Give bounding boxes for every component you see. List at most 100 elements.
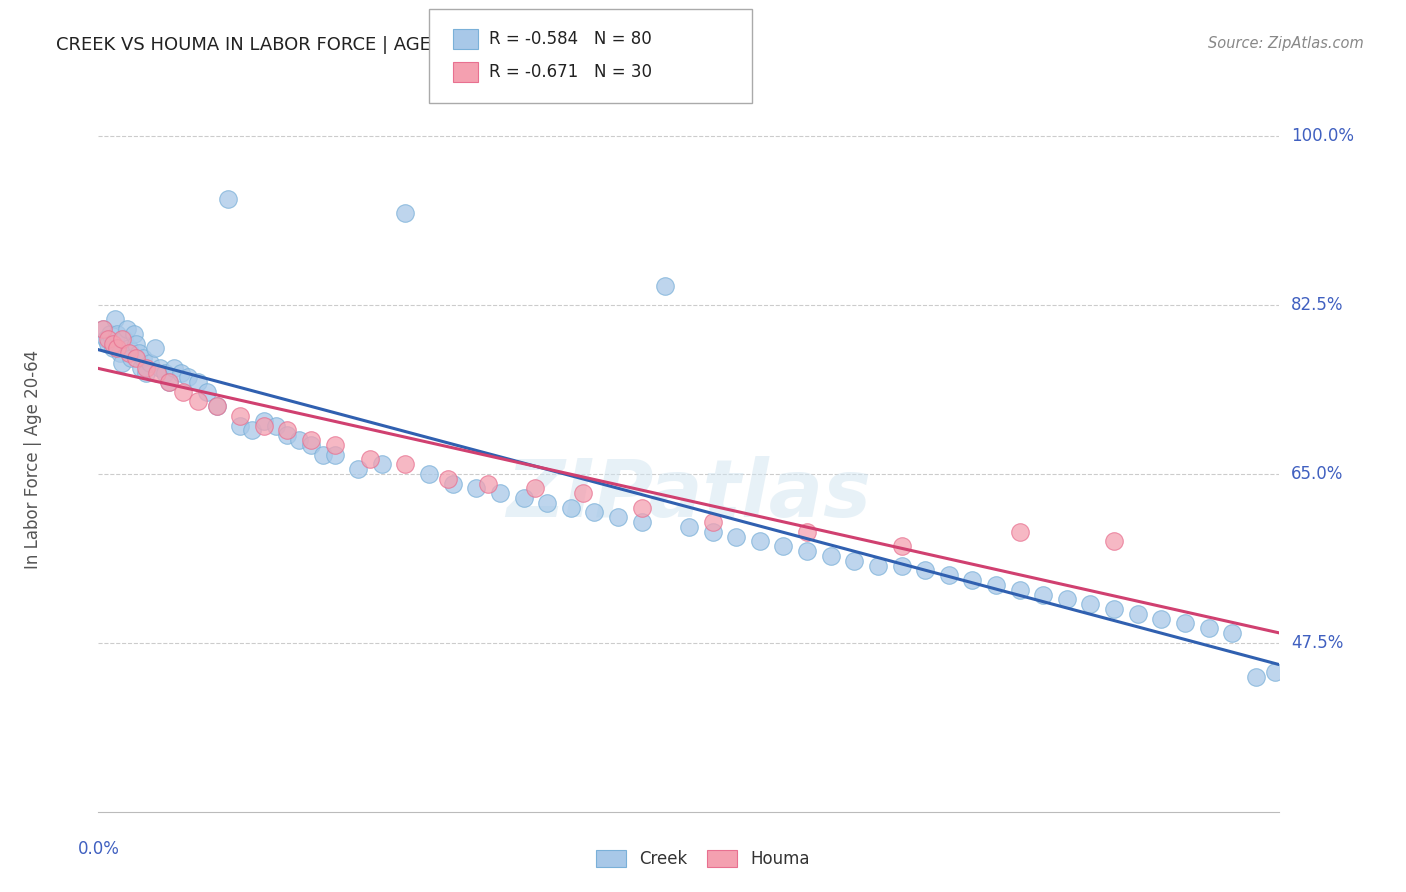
- Point: [125, 336, 148, 351]
- Point: [678, 520, 700, 534]
- Point: [796, 544, 818, 558]
- Point: [312, 448, 335, 462]
- Legend: Creek, Houma: Creek, Houma: [589, 843, 817, 875]
- Point: [276, 424, 298, 438]
- Text: In Labor Force | Age 20-64: In Labor Force | Age 20-64: [24, 350, 42, 569]
- Point: [394, 457, 416, 471]
- Point: [118, 346, 141, 360]
- Point: [91, 322, 114, 336]
- Point: [94, 332, 117, 346]
- Point: [105, 326, 128, 341]
- Point: [418, 467, 440, 481]
- Point: [98, 326, 121, 341]
- Point: [149, 360, 172, 375]
- Point: [253, 418, 276, 433]
- Point: [962, 573, 984, 587]
- Point: [128, 346, 150, 360]
- Point: [866, 558, 889, 573]
- Point: [1198, 621, 1220, 635]
- Point: [1126, 607, 1149, 621]
- Point: [560, 500, 582, 515]
- Point: [1174, 616, 1197, 631]
- Point: [437, 472, 460, 486]
- Point: [323, 448, 346, 462]
- Point: [347, 462, 370, 476]
- Point: [229, 418, 252, 433]
- Text: ZIPatlas: ZIPatlas: [506, 456, 872, 533]
- Point: [890, 539, 912, 553]
- Point: [844, 554, 866, 568]
- Point: [146, 366, 169, 380]
- Point: [177, 370, 200, 384]
- Point: [489, 486, 512, 500]
- Point: [163, 360, 186, 375]
- Point: [253, 414, 276, 428]
- Point: [111, 332, 134, 346]
- Point: [536, 496, 558, 510]
- Point: [465, 481, 488, 495]
- Point: [512, 491, 534, 505]
- Point: [111, 356, 134, 370]
- Point: [108, 346, 131, 360]
- Text: 100.0%: 100.0%: [1291, 127, 1354, 145]
- Point: [299, 433, 322, 447]
- Point: [1244, 669, 1267, 683]
- Point: [323, 438, 346, 452]
- Point: [583, 506, 606, 520]
- Point: [359, 452, 381, 467]
- Point: [394, 206, 416, 220]
- Point: [441, 476, 464, 491]
- Text: R = -0.584   N = 80: R = -0.584 N = 80: [489, 30, 652, 48]
- Point: [1220, 626, 1243, 640]
- Point: [654, 278, 676, 293]
- Point: [229, 409, 252, 423]
- Point: [914, 563, 936, 577]
- Point: [524, 481, 547, 495]
- Text: 0.0%: 0.0%: [77, 840, 120, 858]
- Point: [276, 428, 298, 442]
- Point: [1008, 582, 1031, 597]
- Point: [1056, 592, 1078, 607]
- Point: [97, 336, 120, 351]
- Point: [772, 539, 794, 553]
- Text: 65.0%: 65.0%: [1291, 465, 1344, 483]
- Point: [97, 332, 120, 346]
- Point: [264, 418, 287, 433]
- Point: [1032, 588, 1054, 602]
- Point: [1264, 665, 1286, 679]
- Point: [1102, 534, 1125, 549]
- Point: [984, 578, 1007, 592]
- Point: [115, 322, 138, 336]
- Point: [630, 515, 652, 529]
- Point: [125, 351, 148, 365]
- Point: [1102, 602, 1125, 616]
- Point: [240, 424, 263, 438]
- Point: [702, 515, 724, 529]
- Point: [702, 524, 724, 539]
- Point: [139, 356, 162, 370]
- Point: [607, 510, 630, 524]
- Point: [153, 366, 176, 380]
- Point: [820, 549, 842, 563]
- Point: [796, 524, 818, 539]
- Point: [299, 438, 322, 452]
- Point: [105, 342, 128, 356]
- Point: [1080, 597, 1102, 611]
- Point: [135, 366, 157, 380]
- Point: [104, 312, 127, 326]
- Point: [288, 433, 311, 447]
- Text: CREEK VS HOUMA IN LABOR FORCE | AGE 20-64 CORRELATION CHART: CREEK VS HOUMA IN LABOR FORCE | AGE 20-6…: [56, 36, 689, 54]
- Point: [143, 342, 166, 356]
- Point: [205, 399, 228, 413]
- Point: [172, 384, 194, 399]
- Point: [938, 568, 960, 582]
- Point: [1008, 524, 1031, 539]
- Point: [205, 399, 228, 413]
- Point: [217, 192, 239, 206]
- Text: R = -0.671   N = 30: R = -0.671 N = 30: [489, 63, 652, 81]
- Point: [112, 332, 135, 346]
- Point: [101, 342, 124, 356]
- Point: [135, 360, 157, 375]
- Point: [122, 326, 145, 341]
- Point: [157, 375, 180, 389]
